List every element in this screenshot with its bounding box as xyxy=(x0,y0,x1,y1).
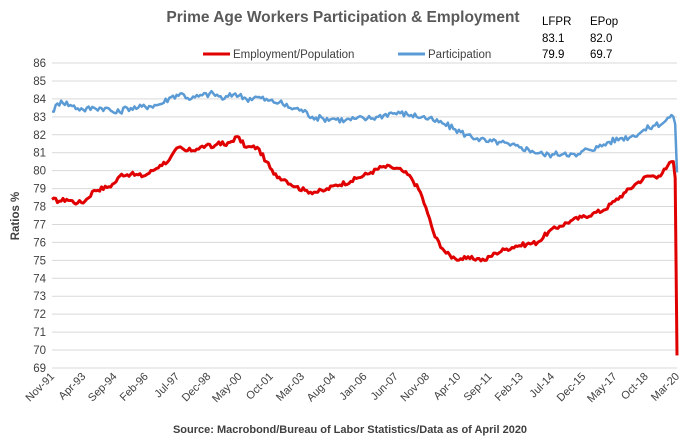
x-tick-label: Aug-04 xyxy=(305,371,339,405)
y-tick-label: 72 xyxy=(33,309,46,321)
y-tick-label: 69 xyxy=(33,363,46,375)
x-tick-label: Nov-08 xyxy=(399,371,433,405)
x-tick-label: Sep-94 xyxy=(86,371,120,405)
chart-title: Prime Age Workers Participation & Employ… xyxy=(166,9,519,26)
x-tick-label: Nov-91 xyxy=(24,371,58,405)
x-tick-label: Feb-13 xyxy=(493,371,526,404)
x-tick-label: Dec-98 xyxy=(180,371,214,405)
x-tick-label: May-00 xyxy=(210,371,244,405)
y-tick-label: 80 xyxy=(33,166,46,178)
x-tick-label: Feb-96 xyxy=(118,371,151,404)
x-tick-label: Dec-15 xyxy=(555,371,589,405)
y-tick-label: 85 xyxy=(33,76,46,88)
source-note: Source: Macrobond/Bureau of Labor Statis… xyxy=(173,424,527,436)
legend-label-employment: Employment/Population xyxy=(233,49,354,61)
y-tick-label: 74 xyxy=(33,273,46,285)
x-tick-label: Mar-20 xyxy=(649,371,682,404)
y-tick-label: 73 xyxy=(33,291,46,303)
series-line-participation xyxy=(51,89,679,173)
x-tick-label: May-17 xyxy=(585,371,619,405)
x-tick-label: Apr-10 xyxy=(432,371,464,403)
x-tick-label: Jul-14 xyxy=(527,371,557,401)
y-tick-label: 77 xyxy=(33,219,46,231)
series-lines xyxy=(51,89,679,356)
stats-lfpr-after: 79.9 xyxy=(542,49,564,61)
y-tick-label: 86 xyxy=(33,58,46,70)
x-tick-label: Jul-97 xyxy=(152,371,182,401)
y-tick-label: 70 xyxy=(33,345,46,357)
legend-label-participation: Participation xyxy=(428,49,491,61)
y-axis-title: Ratios % xyxy=(10,192,22,241)
stats-epop-before: 82.0 xyxy=(590,33,612,45)
stats-header-epop: EPop xyxy=(590,16,618,28)
x-tick-label: Jan-06 xyxy=(337,371,369,403)
y-tick-label: 71 xyxy=(33,327,46,339)
x-tick-label: Jun-07 xyxy=(369,371,401,403)
stats-table: LFPR EPop 83.1 82.0 79.9 69.7 xyxy=(542,16,618,61)
y-tick-label: 78 xyxy=(33,202,46,214)
y-tick-label: 79 xyxy=(33,184,46,196)
x-tick-label: Oct-18 xyxy=(619,371,651,403)
stats-header-lfpr: LFPR xyxy=(542,16,571,28)
y-tick-label: 83 xyxy=(33,112,46,124)
y-tick-label: 81 xyxy=(33,148,46,160)
y-tick-label: 76 xyxy=(33,237,46,249)
x-tick-label: Oct-01 xyxy=(244,371,276,403)
x-tick-label: Mar-03 xyxy=(274,371,307,404)
legend: Employment/Population Participation xyxy=(203,49,491,61)
stats-epop-after: 69.7 xyxy=(590,49,612,61)
gridlines xyxy=(52,62,677,369)
x-tick-label: Apr-93 xyxy=(57,371,89,403)
stats-lfpr-before: 83.1 xyxy=(542,33,564,45)
x-tick-label: Sep-11 xyxy=(462,371,495,404)
y-tick-label: 84 xyxy=(33,94,46,106)
series-line-employment xyxy=(51,135,679,356)
y-axis-ticks: 69 70 71 72 73 74 75 76 77 78 79 80 81 82 83 84 85 86 xyxy=(33,58,46,375)
y-tick-label: 75 xyxy=(33,255,46,267)
y-tick-label: 82 xyxy=(33,130,46,142)
